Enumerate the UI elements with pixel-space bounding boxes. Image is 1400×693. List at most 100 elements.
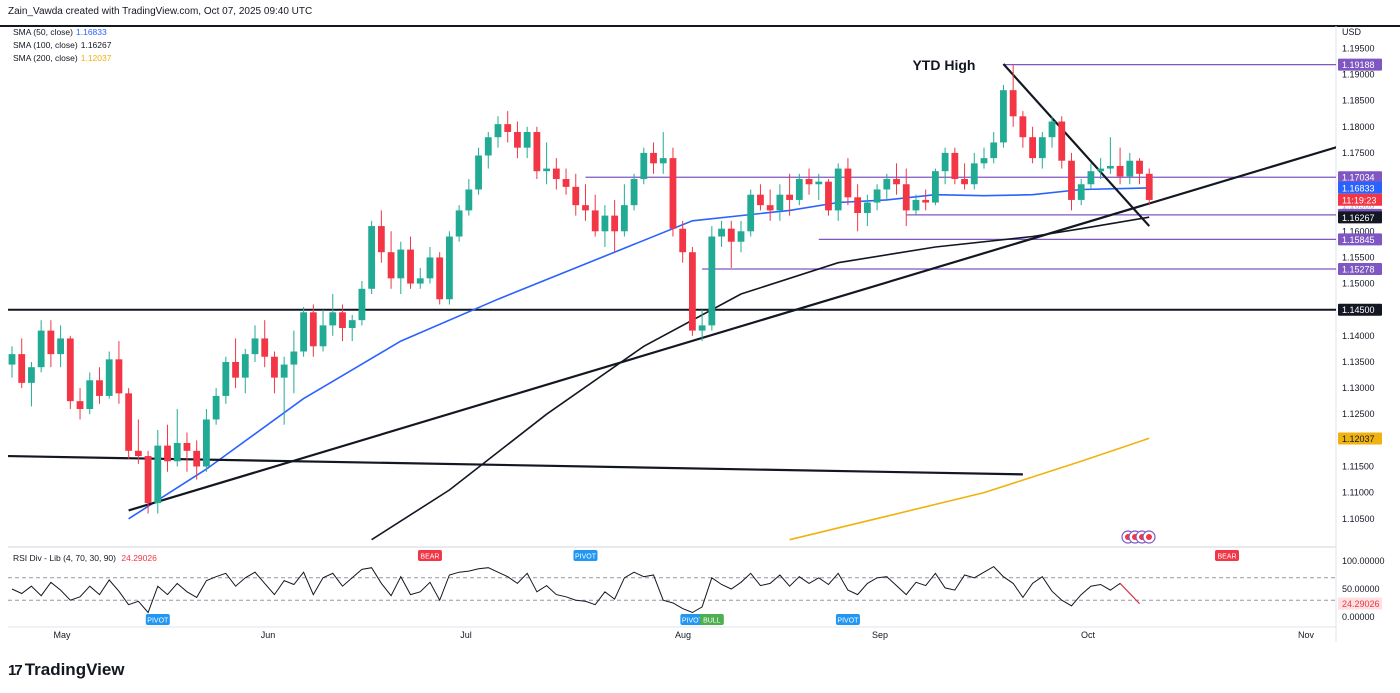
rsi-signal-label: BEAR xyxy=(1217,554,1236,561)
price-tick-label: 1.15000 xyxy=(1342,279,1375,289)
price-label-box xyxy=(1338,181,1382,194)
price-tick-label: 1.15500 xyxy=(1342,252,1375,262)
time-tick-label: Oct xyxy=(1081,630,1096,640)
candle-body xyxy=(241,354,249,378)
candle-body xyxy=(18,354,26,383)
main-pane xyxy=(8,63,1336,541)
candle-body xyxy=(863,202,871,213)
price-label-box xyxy=(1338,432,1382,445)
candle-body xyxy=(698,325,706,331)
price-label-box xyxy=(1338,211,1382,224)
candle-body xyxy=(368,226,376,289)
candle-body xyxy=(834,168,842,211)
candle-body xyxy=(601,215,609,232)
chart-credit: Zain_Vawda created with TradingView.com,… xyxy=(8,6,313,17)
rsi-signal-label: PIVOT xyxy=(682,618,704,625)
candle-body xyxy=(1145,173,1153,200)
candle-body xyxy=(620,205,628,232)
candle-body xyxy=(290,351,298,365)
rsi-line xyxy=(11,565,1140,614)
price-tick-label: 1.11000 xyxy=(1342,488,1374,498)
candle-body xyxy=(1106,165,1114,169)
candle-body xyxy=(377,226,385,253)
price-tick-label: 1.11500 xyxy=(1342,462,1374,472)
candle-body xyxy=(776,194,784,211)
time-tick-label: Jun xyxy=(261,630,276,640)
candle-body xyxy=(271,356,278,378)
price-tick-label: 1.16000 xyxy=(1342,226,1375,236)
candle-body xyxy=(1029,137,1036,159)
candle-body xyxy=(280,364,288,378)
candle-body xyxy=(562,179,570,187)
candle-body xyxy=(514,131,521,148)
candle-body xyxy=(786,194,793,200)
candle-body xyxy=(854,197,862,213)
price-label-text: 1.16267 xyxy=(1342,213,1375,223)
candle-body xyxy=(183,442,191,451)
candle-body xyxy=(533,131,541,172)
rsi-signal-label: PIVOT xyxy=(575,554,597,561)
candle-body xyxy=(932,171,939,203)
candle-body xyxy=(465,189,473,211)
candle-body xyxy=(1068,160,1075,200)
candle-body xyxy=(689,252,696,331)
candle-body xyxy=(1087,171,1095,185)
candle-body xyxy=(164,445,171,462)
price-label-text: 1.17034 xyxy=(1342,173,1375,183)
candle-body xyxy=(319,325,327,347)
time-tick-label: Aug xyxy=(675,630,691,640)
ytd-high-annotation: YTD High xyxy=(912,57,975,73)
candle-body xyxy=(970,163,978,185)
candle-body xyxy=(173,442,181,462)
countdown-text: 11:19:23 xyxy=(1342,195,1376,205)
rsi-signal-label: PIVOT xyxy=(147,618,169,625)
candle-body xyxy=(1009,90,1017,117)
rsi-signal-badge xyxy=(417,550,442,561)
candle-body xyxy=(737,231,745,242)
rsi-signal-label: PIVOT xyxy=(837,618,859,625)
sma-100-legend: SMA (100, close) 1.16267 xyxy=(13,40,111,50)
rsi-signal-badge xyxy=(680,614,705,625)
candle-body xyxy=(883,179,891,190)
candle-body xyxy=(105,359,113,396)
price-label-box xyxy=(1338,263,1382,276)
candle-body xyxy=(1126,160,1134,177)
candle-body xyxy=(339,312,346,328)
candle-body xyxy=(951,152,959,180)
candle-body xyxy=(358,288,366,321)
candle-body xyxy=(825,181,832,211)
price-tick-label: 1.17500 xyxy=(1342,148,1375,158)
rsi-signal-badge xyxy=(573,550,598,561)
candle-body xyxy=(37,330,45,368)
price-label-box xyxy=(1338,303,1382,316)
sma-200-value: 1.12037 xyxy=(80,53,112,63)
time-tick-label: Nov xyxy=(1298,630,1315,640)
candle-body xyxy=(203,419,210,467)
tradingview-wordmark: TradingView xyxy=(24,660,125,679)
candle-body xyxy=(572,186,580,206)
candle-body xyxy=(582,205,589,211)
candle-body xyxy=(941,152,949,172)
candle-body xyxy=(1019,116,1027,138)
candle-body xyxy=(727,228,735,242)
candle-body xyxy=(1097,168,1105,172)
candle-body xyxy=(57,338,64,355)
price-tick-label: 1.10500 xyxy=(1342,514,1375,524)
candle-body xyxy=(28,367,35,383)
trendline xyxy=(128,146,1336,512)
candle-body xyxy=(300,312,307,352)
candle-body xyxy=(397,249,405,279)
price-tick-label: 1.18500 xyxy=(1342,96,1375,106)
candle-body xyxy=(766,205,774,211)
candle-body xyxy=(747,194,755,232)
rsi-tick-label: 0.00000 xyxy=(1342,612,1375,622)
candle-body xyxy=(893,179,900,185)
rsi-signal-badge xyxy=(699,614,724,625)
candle-body xyxy=(8,354,16,365)
candle-body xyxy=(446,236,453,300)
candle-body xyxy=(844,168,852,198)
price-tick-label: 1.13000 xyxy=(1342,383,1375,393)
candle-body xyxy=(251,338,259,355)
tradingview-logo[interactable]: 17 TradingView xyxy=(8,660,125,680)
price-tick-label: 1.14000 xyxy=(1342,331,1375,341)
